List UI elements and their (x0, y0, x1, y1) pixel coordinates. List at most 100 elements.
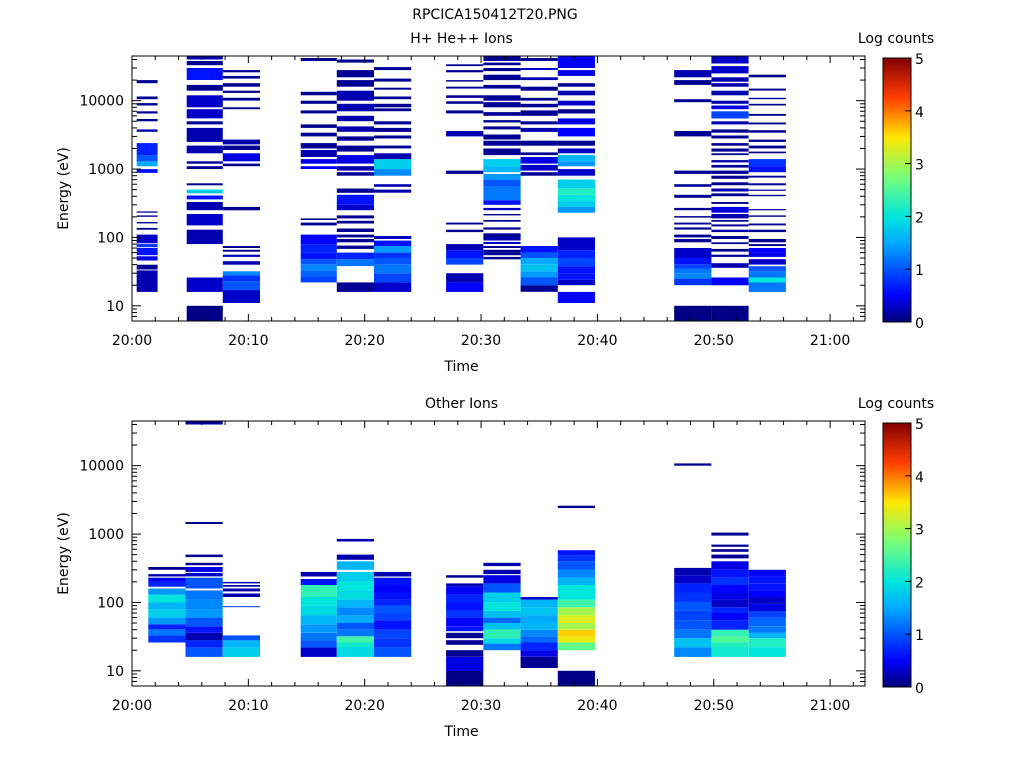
heatmap-cell (520, 252, 558, 258)
heatmap-cell (557, 636, 595, 643)
time-column (557, 505, 595, 686)
time-column (446, 64, 484, 292)
heatmap-cell (674, 207, 712, 211)
heatmap-cell (557, 623, 595, 630)
heatmap-cell (222, 70, 260, 73)
heatmap-cell (711, 569, 749, 578)
y-tick-label: 1000 (88, 162, 124, 178)
heatmap-cell (336, 103, 374, 112)
heatmap-cell (748, 277, 786, 283)
heatmap-cell (748, 175, 786, 178)
heatmap-cell (300, 585, 337, 597)
heatmap-cell (711, 129, 749, 133)
heatmap-cell (711, 224, 749, 227)
time-column (336, 59, 374, 292)
x-tick-label: 20:20 (345, 698, 385, 714)
heatmap-cell (748, 271, 786, 278)
heatmap-cell (711, 236, 749, 239)
heatmap-cell (711, 585, 749, 593)
heatmap-cell (300, 571, 337, 577)
colorbar-tick-label: 4 (915, 470, 924, 486)
heatmap-cell (557, 56, 595, 68)
heatmap-cell (483, 562, 521, 567)
heatmap-cell (483, 583, 521, 593)
heatmap-cell (300, 615, 337, 625)
heatmap-cell (520, 607, 558, 616)
heatmap-cell (300, 91, 337, 96)
heatmap-cell (711, 607, 749, 614)
heatmap-cell (222, 83, 260, 87)
heatmap-cell (336, 571, 374, 582)
heatmap-cell (748, 166, 786, 173)
time-column (711, 532, 749, 657)
heatmap-cell (674, 575, 712, 584)
heatmap-cell (674, 258, 712, 265)
heatmap-cell (483, 120, 521, 123)
heatmap-cell (336, 590, 374, 600)
heatmap-cell (711, 164, 749, 168)
heatmap-cell (446, 258, 484, 265)
heatmap-cell (136, 244, 158, 248)
heatmap-cell (222, 163, 260, 167)
heatmap-cell (711, 599, 749, 608)
heatmap-cell (520, 246, 558, 253)
heatmap-cell (136, 80, 158, 84)
heatmap-cell (748, 611, 786, 618)
heatmap-cell (300, 124, 337, 128)
panel-title: H+ He++ Ions (410, 31, 513, 47)
heatmap-cell (148, 567, 186, 570)
heatmap-cell (374, 78, 412, 82)
heatmap-cell (711, 77, 749, 82)
heatmap-cell (711, 202, 749, 204)
heatmap-cell (374, 629, 412, 639)
heatmap-cell (674, 264, 712, 269)
heatmap-cell (446, 282, 484, 292)
colorbar-tick-label: 5 (915, 417, 924, 433)
heatmap-cell (446, 64, 484, 67)
heatmap-cell (674, 99, 712, 103)
heatmap-cell (711, 549, 749, 552)
heatmap-cell (186, 161, 223, 164)
heatmap-cell (711, 254, 749, 257)
heatmap-cell (136, 215, 158, 217)
heatmap-cell (222, 139, 260, 145)
heatmap-cell (557, 100, 595, 106)
heatmap-cell (748, 647, 786, 657)
x-tick-label: 20:50 (694, 333, 734, 349)
heatmap-cell (136, 248, 158, 256)
heatmap-cell (483, 56, 521, 61)
time-column (748, 74, 786, 292)
heatmap-cell (711, 111, 749, 119)
heatmap-cell (374, 121, 412, 125)
heatmap-cell (374, 273, 412, 283)
heatmap-cell (748, 151, 786, 154)
heatmap-cell (374, 103, 412, 108)
heatmap-cell (336, 599, 374, 608)
heatmap-cell (483, 140, 521, 146)
heatmap-cell (446, 70, 484, 73)
heatmap-cell (446, 586, 484, 595)
heatmap-cell (483, 159, 521, 167)
heatmap-cell (300, 252, 337, 260)
heatmap-cell (557, 161, 595, 167)
x-tick-label: 20:10 (228, 333, 268, 349)
heatmap-cell (711, 188, 749, 192)
heatmap-cell (446, 617, 484, 627)
time-column (557, 56, 595, 303)
heatmap-cell (674, 239, 712, 243)
heatmap-cell (148, 629, 186, 636)
heatmap-cell (300, 276, 337, 283)
heatmap-cell (711, 248, 749, 252)
heatmap-cell (674, 170, 712, 174)
heatmap-cell (748, 569, 786, 577)
heatmap-cell (520, 597, 558, 600)
heatmap-cell (148, 602, 186, 609)
heatmap-cell (446, 594, 484, 603)
heatmap-cell (148, 577, 186, 582)
heatmap-cell (185, 562, 223, 566)
heatmap-cell (186, 195, 223, 200)
heatmap-cell (148, 581, 186, 587)
y-tick-label: 10000 (79, 94, 124, 110)
time-column (136, 80, 158, 292)
